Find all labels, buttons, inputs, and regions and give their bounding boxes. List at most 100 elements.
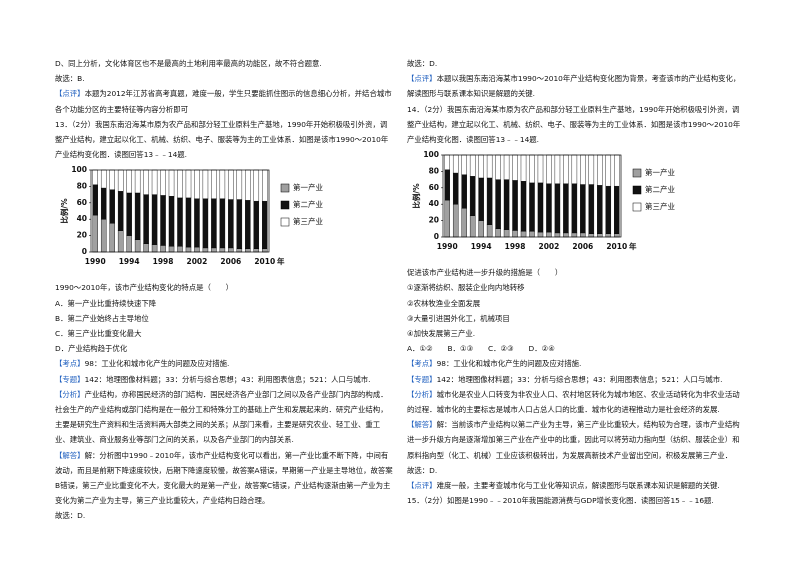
bar-segment <box>478 220 484 238</box>
section-tag: 【考点】 <box>407 359 437 369</box>
section-text: 城市化是农业人口转变为非农业人口、农村地区转化为城市地区、农业活动转化为非农业活… <box>407 389 740 415</box>
x-tick-label: 1994 <box>471 242 492 251</box>
bar-segment <box>245 170 251 201</box>
paragraph: 【点评】本题为2012年江苏省高考真题，难度一般，学生只要能抓住图示的信息细心分… <box>55 86 393 116</box>
bar-segment <box>520 181 527 232</box>
bar-segment <box>211 248 217 253</box>
bar-segment <box>219 248 226 253</box>
bar-segment <box>444 155 450 171</box>
bar-segment <box>202 198 209 249</box>
bar-segment <box>614 233 620 238</box>
paragraph: 【考点】98：工业化和城市化产生的问题及应对措施. <box>55 356 393 371</box>
bar-segment <box>228 248 234 253</box>
bar-segment <box>245 248 251 253</box>
bar-segment <box>529 182 535 232</box>
legend-swatch <box>632 168 642 178</box>
bar-segment <box>461 155 467 176</box>
x-tick-label: 2010 <box>254 257 275 266</box>
y-tick-label: 20 <box>77 231 87 240</box>
paragraph: A．第一产业比重持续快速下降 <box>55 298 157 308</box>
section-tag: 【点评】 <box>407 74 437 84</box>
bar-segment <box>588 233 595 238</box>
bar-segment <box>588 184 595 235</box>
bar-segment <box>452 173 459 205</box>
paragraph: 【专题】142：地理图像材料题；33：分析与综合思想；43：利用图表信息；521… <box>407 372 745 387</box>
bar-segment <box>444 200 450 238</box>
section-tag: 【点评】 <box>55 89 85 99</box>
bar-segment <box>177 198 183 247</box>
paragraph: ①逐渐将纺织、服装企业向内地转移 <box>407 283 525 293</box>
paragraph: 故选：B. <box>55 74 85 84</box>
y-tick-label: 60 <box>429 183 439 192</box>
bar-segment <box>143 244 149 253</box>
section-text: 难度一般，主要考查城市化与工业化等知识点，解读图形与联系课本知识是解题的关键. <box>436 481 720 491</box>
bar-segment <box>486 177 493 226</box>
bar-segment <box>194 198 200 248</box>
bar-segment <box>605 233 612 238</box>
bar-segment <box>520 155 527 182</box>
bar-segment <box>546 183 552 233</box>
x-tick-label: 1990 <box>437 242 458 251</box>
legend-swatch <box>280 201 290 210</box>
bar-segment <box>605 155 612 187</box>
bar-segment <box>253 201 260 250</box>
bar-segment <box>160 245 166 253</box>
bar-segment <box>495 228 501 238</box>
legend-swatch <box>632 185 642 195</box>
legend-swatch <box>632 202 642 212</box>
bar-segment <box>614 155 620 187</box>
bar-segment <box>503 229 510 238</box>
bar-segment <box>134 193 141 241</box>
bar-segment <box>236 170 243 201</box>
bar-segment <box>486 155 493 179</box>
bar-segment <box>503 155 510 181</box>
bar-segment <box>100 170 107 189</box>
paragraph: 【点评】难度一般，主要考查城市化与工业化等知识点，解读图形与联系课本知识是解题的… <box>407 478 745 493</box>
bar-segment <box>580 184 586 234</box>
bar-segment <box>168 246 175 253</box>
bar-segment <box>253 248 260 253</box>
bar-segment <box>478 155 484 179</box>
section-text: 98：工业化和城市化产生的问题及应对措施. <box>436 359 582 369</box>
section-tag: 【解答】 <box>407 420 437 430</box>
bar-segment <box>134 170 141 194</box>
legend-label: 第三产业 <box>645 201 675 211</box>
bar-segment <box>546 155 552 185</box>
paragraph: ③大量引进国外化工，机械项目 <box>407 313 510 323</box>
x-unit: 年 <box>629 241 637 251</box>
paragraph: D、同上分析，文化体育区也不是最高的土地利用率最高的功能区，故不符合题意. <box>55 59 322 68</box>
bar-segment <box>554 155 561 185</box>
bar-segment <box>262 248 268 253</box>
paragraph: 【点评】本题以我国东南沿海某市1990～2010年产业结构变化图为背景，考查该市… <box>407 71 745 101</box>
legend-swatch <box>280 218 290 227</box>
bar-segment <box>546 232 552 238</box>
y-tick-label: 80 <box>77 182 87 191</box>
bar-segment <box>486 224 493 238</box>
paragraph: B．第二产业始终占主导地位 <box>55 313 149 323</box>
paragraph: 故选：D. <box>407 59 438 68</box>
x-tick-label: 1990 <box>85 257 106 266</box>
bar-segment <box>134 239 141 253</box>
bar-segment <box>92 170 98 186</box>
section-text: 本题以我国东南沿海某市1990～2010年产业结构变化图为背景，考查该市的产业结… <box>407 74 741 99</box>
chart: 比例/% 0 20 40 60 80 100 1990 1994 1998 2002 2006 2010… <box>59 165 323 266</box>
section-text: 142：地理图像材料题；33：分析与综合思想；43：利用图表信息；521：人口与… <box>436 374 723 384</box>
bar-segment <box>151 170 158 196</box>
bar-segment <box>126 193 132 237</box>
bar-segment <box>92 215 98 253</box>
y-tick-label: 80 <box>429 167 439 176</box>
bar-segment <box>452 155 459 174</box>
paragraph: 1990～2010年，该市产业结构变化的特点是（ ） <box>55 283 234 293</box>
section-text: 98：工业化和城市化产生的问题及应对措施. <box>84 359 230 369</box>
bar-segment <box>143 170 149 196</box>
bar-segment <box>143 194 149 245</box>
bar-segment <box>563 183 569 234</box>
bar-segment <box>469 155 476 177</box>
y-tick-label: 0 <box>82 247 87 256</box>
bar-segment <box>580 155 586 185</box>
bar-segment <box>444 169 450 201</box>
bar-segment <box>194 247 200 253</box>
paragraph: 故选：D. <box>55 511 86 521</box>
legend-label: 第二产业 <box>645 184 675 194</box>
bar-segment <box>109 189 115 224</box>
